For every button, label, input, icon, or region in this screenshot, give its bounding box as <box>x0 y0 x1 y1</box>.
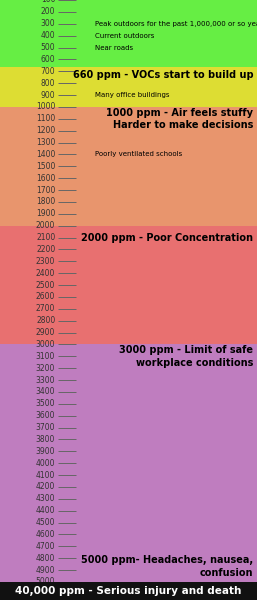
Text: 2900: 2900 <box>36 328 55 337</box>
Text: 2000: 2000 <box>36 221 55 230</box>
Text: 3000 ppm - Limit of safe
workplace conditions: 3000 ppm - Limit of safe workplace condi… <box>119 345 253 368</box>
Text: 3300: 3300 <box>36 376 55 385</box>
Text: 900: 900 <box>41 91 55 100</box>
Text: 3900: 3900 <box>36 447 55 456</box>
Text: 300: 300 <box>41 19 55 28</box>
Text: 100: 100 <box>41 0 55 4</box>
Text: 500: 500 <box>41 43 55 52</box>
Text: 700: 700 <box>41 67 55 76</box>
Text: 2400: 2400 <box>36 269 55 278</box>
Text: 4600: 4600 <box>36 530 55 539</box>
Text: Many office buildings: Many office buildings <box>95 92 170 98</box>
Text: 2800: 2800 <box>36 316 55 325</box>
Bar <box>0 107 257 226</box>
Text: 2200: 2200 <box>36 245 55 254</box>
Text: 2500: 2500 <box>36 281 55 290</box>
Text: 1400: 1400 <box>36 150 55 159</box>
Text: 4500: 4500 <box>36 518 55 527</box>
Text: 2100: 2100 <box>36 233 55 242</box>
Text: 4900: 4900 <box>36 566 55 575</box>
Bar <box>0 344 257 582</box>
Text: 1900: 1900 <box>36 209 55 218</box>
Text: 2300: 2300 <box>36 257 55 266</box>
Text: 1300: 1300 <box>36 138 55 147</box>
Bar <box>0 0 257 67</box>
Text: 3400: 3400 <box>36 388 55 397</box>
Text: 660 ppm - VOCs start to build up: 660 ppm - VOCs start to build up <box>72 70 253 80</box>
Text: 1100: 1100 <box>36 114 55 123</box>
Text: 3100: 3100 <box>36 352 55 361</box>
Text: 2700: 2700 <box>36 304 55 313</box>
Text: 3500: 3500 <box>36 400 55 409</box>
Text: 1600: 1600 <box>36 173 55 182</box>
Text: 1000 ppm - Air feels stuffy
Harder to make decisions: 1000 ppm - Air feels stuffy Harder to ma… <box>106 107 253 130</box>
Text: 1700: 1700 <box>36 185 55 194</box>
Text: 3800: 3800 <box>36 435 55 444</box>
Text: 800: 800 <box>41 79 55 88</box>
Text: 4000: 4000 <box>36 459 55 468</box>
Bar <box>0 226 257 344</box>
Text: 4800: 4800 <box>36 554 55 563</box>
Text: 3200: 3200 <box>36 364 55 373</box>
Text: 1500: 1500 <box>36 162 55 171</box>
Text: 3700: 3700 <box>36 423 55 432</box>
Text: 1000: 1000 <box>36 103 55 112</box>
Text: 4100: 4100 <box>36 470 55 479</box>
Text: 2600: 2600 <box>36 292 55 301</box>
Text: 4300: 4300 <box>36 494 55 503</box>
Bar <box>0 67 257 107</box>
Text: 200: 200 <box>41 7 55 16</box>
Text: 40,000 ppm - Serious injury and death: 40,000 ppm - Serious injury and death <box>15 586 242 596</box>
Text: 5000: 5000 <box>36 577 55 587</box>
Text: 3000: 3000 <box>36 340 55 349</box>
Text: Current outdoors: Current outdoors <box>95 32 154 38</box>
Text: 4400: 4400 <box>36 506 55 515</box>
Text: 600: 600 <box>41 55 55 64</box>
Text: 3600: 3600 <box>36 411 55 420</box>
Text: 4700: 4700 <box>36 542 55 551</box>
Text: Poorly ventilated schools: Poorly ventilated schools <box>95 151 182 157</box>
Text: 5000 ppm- Headaches, nausea,
confusion: 5000 ppm- Headaches, nausea, confusion <box>81 556 253 578</box>
Text: Peak outdoors for the past 1,000,000 or so years: Peak outdoors for the past 1,000,000 or … <box>95 21 257 27</box>
Text: 4200: 4200 <box>36 482 55 491</box>
Text: 1200: 1200 <box>36 126 55 135</box>
Text: Near roads: Near roads <box>95 44 133 50</box>
Text: 2000 ppm - Poor Concentration: 2000 ppm - Poor Concentration <box>81 233 253 242</box>
Text: 1800: 1800 <box>36 197 55 206</box>
Text: 400: 400 <box>41 31 55 40</box>
